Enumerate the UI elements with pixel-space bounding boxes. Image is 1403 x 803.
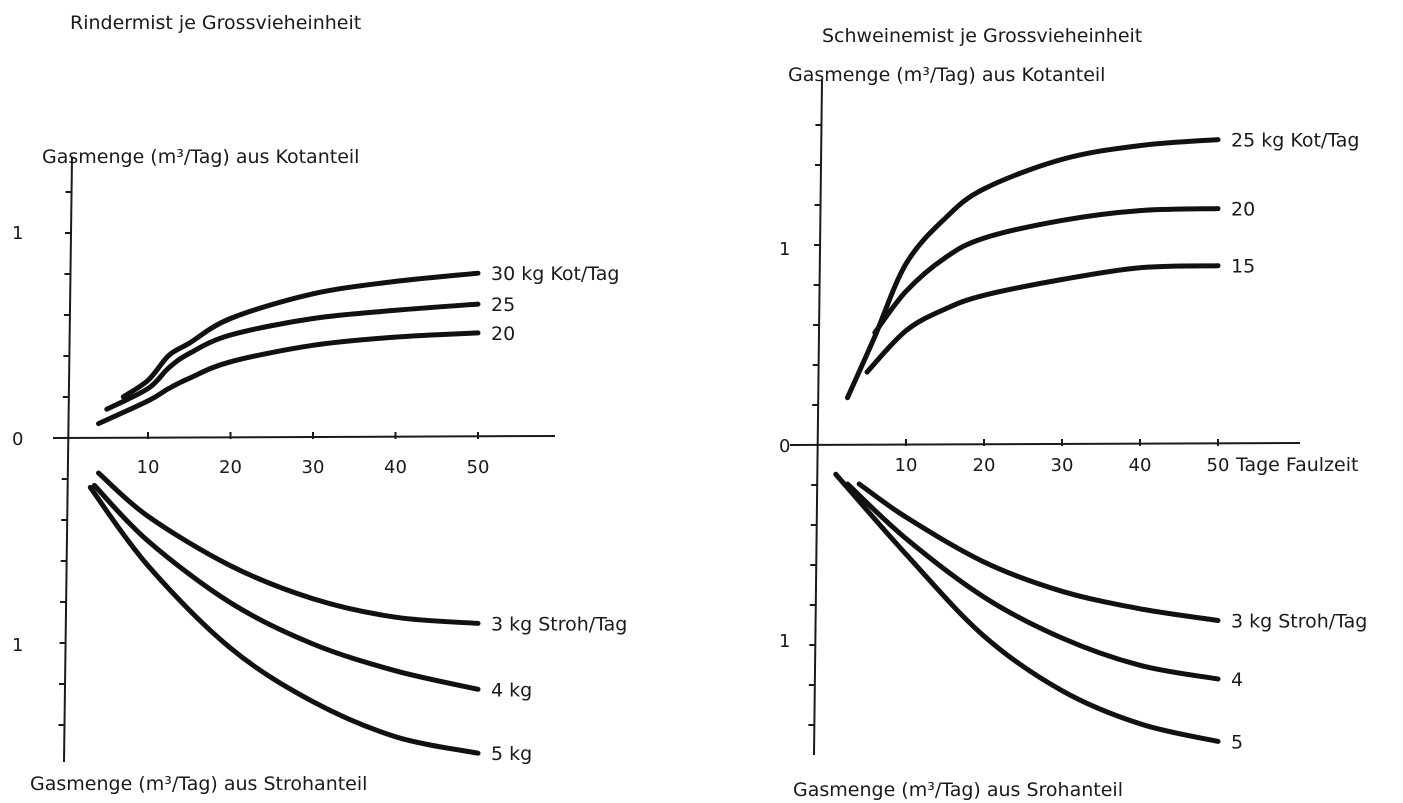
upper-series-line — [864, 263, 1221, 375]
lower-series-line — [856, 481, 1221, 623]
lower-series-line — [87, 484, 481, 756]
x-tick-label: 40 — [1129, 455, 1152, 476]
upper-series-label: 25 — [491, 294, 515, 316]
upper-y-tick-label: 0 — [12, 429, 23, 450]
pig-lower-ylabel: Gasmenge (m³/Tag) aus Srohanteil — [793, 779, 1123, 801]
lower-y-tick-label: 1 — [779, 631, 790, 652]
upper-series-line — [96, 330, 481, 427]
upper-series-label: 25 kg Kot/Tag — [1231, 130, 1359, 152]
pig-manure-panel: Schweinemist je Grossvieheinheit Gasmeng… — [779, 25, 1367, 801]
lower-series-line — [96, 470, 481, 626]
x-tick-label: 50 — [1207, 455, 1230, 476]
x-axis-line — [52, 435, 556, 439]
x-tick-label: 10 — [895, 455, 918, 476]
lower-series-line — [91, 482, 481, 692]
upper-series-label: 30 kg Kot/Tag — [491, 263, 619, 285]
y-axis-line — [813, 79, 823, 756]
upper-series-line — [872, 206, 1221, 336]
lower-series-label: 4 — [1231, 669, 1243, 691]
x-tick-label: 40 — [384, 457, 407, 478]
cattle-manure-panel: Rindermist je Grossvieheinheit Gasmenge … — [12, 12, 627, 795]
lower-series-label: 5 — [1231, 731, 1243, 753]
upper-y-tick-label: 1 — [779, 239, 790, 260]
cattle-upper-ylabel: Gasmenge (m³/Tag) aus Kotanteil — [42, 146, 359, 168]
x-tick-label: 50 — [467, 457, 490, 478]
y-axis-line — [63, 157, 73, 763]
lower-series-line — [833, 471, 1221, 744]
x-tick-label: 20 — [973, 455, 996, 476]
x-tick-label: 30 — [302, 457, 325, 478]
cattle-chart-title: Rindermist je Grossvieheinheit — [70, 12, 361, 34]
upper-series-label: 15 — [1231, 256, 1255, 278]
lower-series-label: 3 kg Stroh/Tag — [1231, 611, 1367, 633]
pig-chart-title: Schweinemist je Grossvieheinheit — [822, 25, 1142, 47]
pig-xlabel: Tage Faulzeit — [1235, 454, 1358, 476]
cattle-lower-ylabel: Gasmenge (m³/Tag) aus Strohanteil — [30, 773, 367, 795]
upper-y-tick-label: 1 — [12, 223, 23, 244]
lower-series-label: 5 kg — [491, 743, 532, 765]
x-tick-label: 10 — [137, 457, 160, 478]
x-tick-label: 30 — [1051, 455, 1074, 476]
upper-series-label: 20 — [491, 323, 515, 345]
upper-series-label: 20 — [1231, 199, 1255, 221]
lower-series-line — [845, 481, 1221, 682]
x-axis-line — [789, 442, 1301, 446]
lower-series-label: 3 kg Stroh/Tag — [491, 613, 627, 635]
pig-upper-ylabel: Gasmenge (m³/Tag) aus Kotanteil — [788, 64, 1105, 86]
lower-series-label: 4 kg — [491, 679, 532, 701]
upper-series-line — [120, 270, 481, 400]
upper-series-line — [104, 301, 481, 412]
lower-y-tick-label: 1 — [12, 635, 23, 656]
x-tick-label: 20 — [219, 457, 242, 478]
upper-y-tick-label: 0 — [779, 436, 790, 457]
